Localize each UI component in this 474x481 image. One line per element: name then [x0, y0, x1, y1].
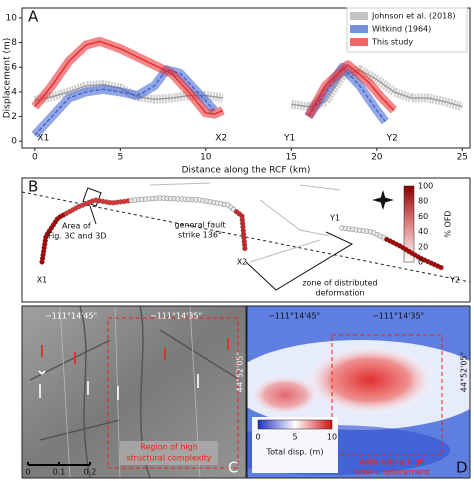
zone-bracket	[245, 231, 354, 291]
y-tick-label: 8	[11, 38, 17, 48]
line	[307, 63, 395, 117]
annotation: Y2	[386, 134, 398, 144]
arrows	[38, 338, 229, 400]
coordinate: 44°52'05"	[460, 352, 469, 392]
point-label: Y2	[449, 276, 460, 285]
note: zone of distributed	[302, 279, 377, 288]
note: Region of high	[140, 443, 198, 452]
colorbar-tick: 0	[418, 258, 423, 267]
panel-label: B	[28, 178, 38, 196]
trace-point	[242, 245, 248, 252]
panel-label: D	[456, 459, 468, 477]
point-label: X2	[237, 258, 248, 267]
point-label: X1	[37, 276, 48, 285]
y-tick-label: 10	[6, 13, 18, 23]
coordinate: −111°14'45"	[45, 312, 97, 321]
note: Area with a high	[359, 458, 424, 467]
colorbar-tick: 40	[418, 227, 428, 236]
note: Area of	[62, 222, 91, 231]
area-leader	[89, 205, 97, 225]
coordinate: −111°14'35"	[372, 312, 424, 321]
note: general fault	[174, 221, 225, 230]
note: deformation	[316, 289, 365, 298]
panel-d-image	[247, 306, 470, 478]
legend-label: This study	[371, 38, 413, 47]
x-tick-label: 25	[457, 153, 468, 163]
note: strike 136°	[178, 231, 222, 240]
x-axis-label: Distance along the RCF (km)	[182, 166, 311, 176]
panel-c-frame	[21, 305, 247, 479]
uncertainty-band	[31, 65, 218, 139]
y-tick-label: 6	[11, 63, 17, 73]
ofd-colorbar	[403, 185, 415, 263]
scale-label: 0.2	[84, 468, 97, 477]
coordinate: −111°14'35"	[150, 312, 202, 321]
fault-traces	[149, 182, 341, 263]
y-tick-label: 0	[11, 137, 17, 147]
line	[34, 68, 215, 136]
panel-label: A	[28, 8, 39, 26]
x-tick-label: 15	[286, 153, 297, 163]
axes-frame	[21, 7, 471, 149]
annotation: X1	[37, 134, 49, 144]
north-star	[372, 190, 394, 210]
note: total displacement	[355, 468, 430, 477]
legend-label: Witkind (1964)	[372, 25, 431, 34]
colorbar-tick: 20	[418, 242, 428, 251]
point-label: Y1	[329, 214, 340, 223]
legend-swatch	[350, 25, 368, 33]
legend-swatch	[350, 38, 368, 46]
scale-label: 0	[25, 468, 30, 477]
coordinate: −111°14'45"	[268, 312, 320, 321]
colorbar-tick: 10	[327, 433, 337, 442]
x-tick-label: 0	[32, 153, 38, 163]
coordinate: 44°52'05"	[236, 352, 245, 392]
colorbar-tick: 5	[292, 433, 297, 442]
colorbar-tick: 60	[418, 212, 428, 221]
scale-label: 0.1	[53, 468, 66, 477]
panel-label: C	[228, 459, 238, 477]
y-tick-label: 2	[11, 112, 17, 122]
disp-colorbar	[257, 419, 333, 430]
colorbar-tick: 80	[418, 197, 428, 206]
colorbar-tick: 100	[418, 182, 433, 191]
legend-swatch	[350, 12, 368, 20]
colorbar-tick: 0	[255, 433, 260, 442]
note-bg	[120, 441, 218, 465]
trace-point	[438, 264, 444, 271]
annotation: X2	[215, 134, 227, 144]
scale-bar	[27, 462, 91, 466]
x-tick-label: 5	[117, 153, 123, 163]
note: Fig. 3C and 3D	[48, 232, 106, 241]
line	[34, 40, 224, 115]
legend-label: Johnson et al. (2018)	[371, 12, 455, 21]
annotation: Y1	[283, 134, 295, 144]
area-box-d	[331, 334, 443, 456]
x-tick-label: 10	[200, 153, 212, 163]
x-tick-label: 20	[371, 153, 383, 163]
note: structural complexity	[126, 454, 211, 463]
colorbar-label: % OFD	[444, 210, 453, 237]
colorbar-label: Total disp. (m)	[266, 448, 324, 457]
y-axis-label: Displacement (m)	[3, 38, 13, 119]
region-box	[107, 317, 239, 469]
y-tick-label: 4	[11, 87, 17, 97]
panel-d-frame	[246, 305, 471, 479]
